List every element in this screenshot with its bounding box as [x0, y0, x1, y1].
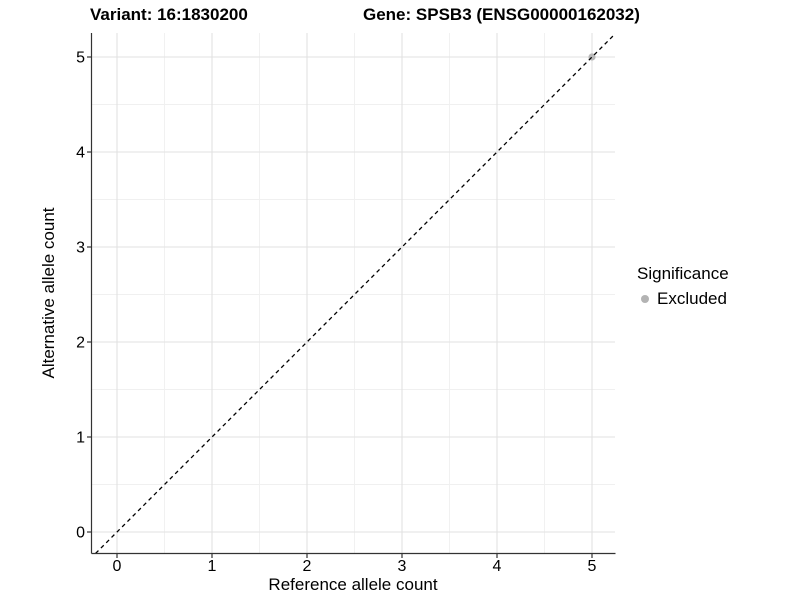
legend: Significance Excluded: [637, 264, 729, 309]
y-tick-label: 4: [76, 145, 85, 162]
gene-title: Gene: SPSB3 (ENSG00000162032): [363, 5, 640, 24]
y-tick-label: 2: [76, 335, 85, 352]
y-tick-label: 5: [76, 50, 85, 67]
y-tick-label: 3: [76, 240, 85, 257]
x-tick-label: 2: [303, 558, 312, 575]
x-tick-label: 3: [398, 558, 407, 575]
variant-title: Variant: 16:1830200: [90, 5, 248, 24]
legend-entry-excluded: Excluded: [637, 289, 729, 309]
x-tick-label: 0: [113, 558, 122, 575]
legend-title: Significance: [637, 264, 729, 283]
legend-point-icon: [641, 295, 649, 303]
x-tick-label: 5: [588, 558, 597, 575]
y-tick-label: 0: [76, 525, 85, 542]
x-tick-label: 1: [208, 558, 217, 575]
legend-entry-label: Excluded: [657, 289, 727, 308]
x-axis-title: Reference allele count: [268, 575, 438, 594]
identity-line: [94, 33, 615, 554]
y-tick-label: 1: [76, 430, 85, 447]
x-tick-label: 4: [493, 558, 502, 575]
